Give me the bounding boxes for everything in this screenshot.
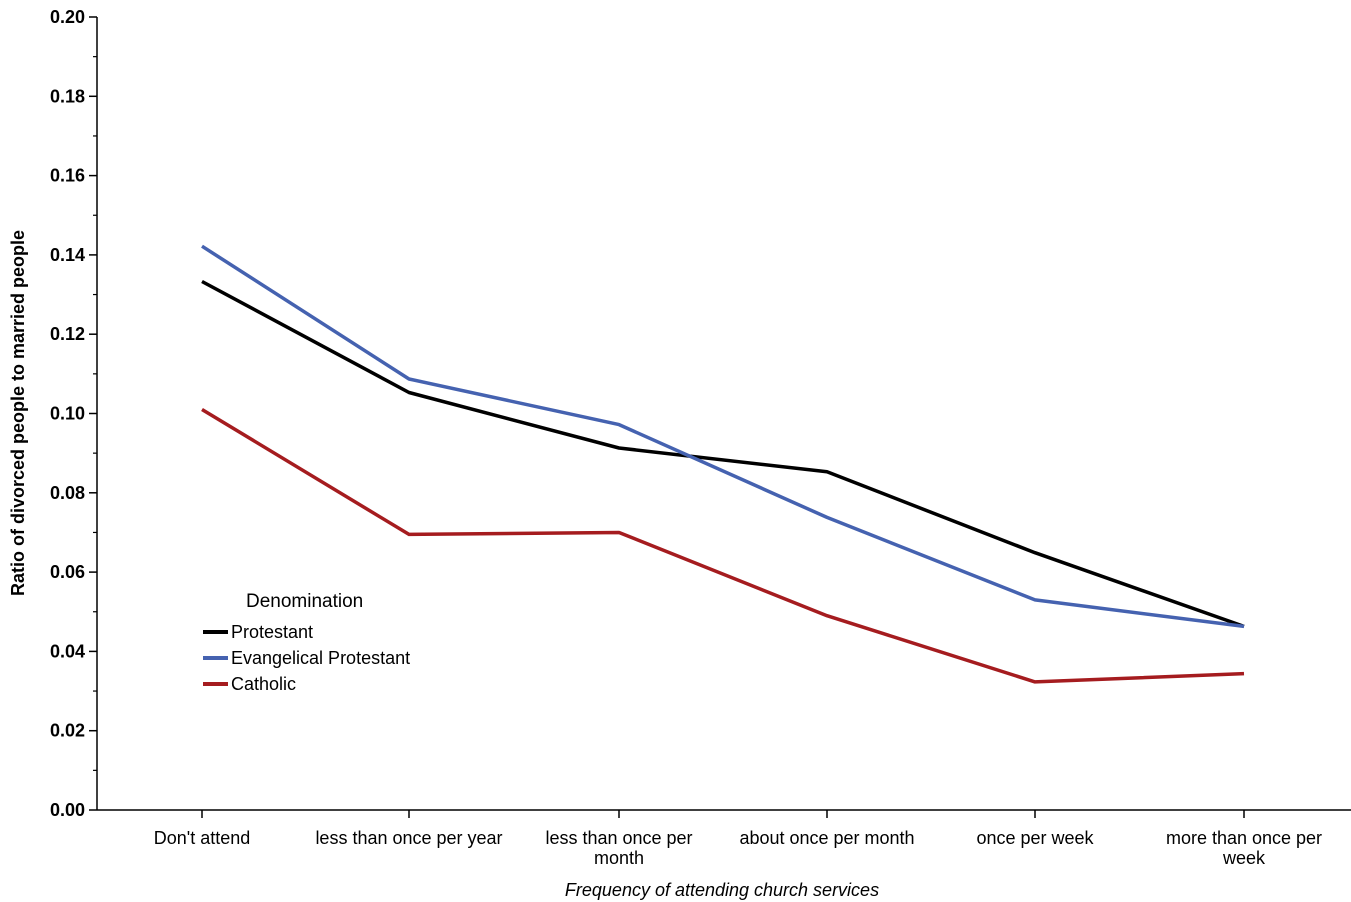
y-tick-label: 0.14 — [50, 245, 85, 265]
y-axis-title: Ratio of divorced people to married peop… — [8, 230, 28, 596]
x-tick-label: about once per month — [739, 828, 914, 848]
y-tick-label: 0.00 — [50, 800, 85, 820]
series-lines — [201, 244, 1245, 684]
y-tick-label: 0.04 — [50, 641, 85, 661]
y-tick-label: 0.20 — [50, 7, 85, 27]
y-tick-label: 0.10 — [50, 404, 85, 424]
series-line-protestant — [201, 279, 1245, 629]
legend-title: Denomination — [246, 591, 363, 612]
x-tick-label: Don't attend — [154, 828, 251, 848]
series-line-catholic — [201, 408, 1245, 684]
y-tick-label: 0.12 — [50, 324, 85, 344]
series-line-evangelical-protestant — [201, 244, 1245, 629]
y-tick-label: 0.08 — [50, 483, 85, 503]
legend-label-catholic: Catholic — [231, 674, 296, 694]
x-tick-label: once per week — [976, 828, 1094, 848]
x-tick-label: less than once per year — [315, 828, 502, 848]
legend-items: Protestant Evangelical Protestant Catholic — [203, 622, 410, 694]
x-tick-label: more than once per week — [1166, 828, 1322, 868]
x-tick-label: less than once per month — [545, 828, 692, 868]
y-axis: 0.00 0.02 0.04 0.06 0.08 0.10 0.12 0.14 0.16 0.18… — [50, 7, 98, 820]
legend-label-protestant: Protestant — [231, 622, 313, 642]
legend: Denomination Protestant Evangelical Prote… — [203, 591, 410, 694]
y-tick-label: 0.02 — [50, 721, 85, 741]
y-tick-label: 0.18 — [50, 86, 85, 106]
x-axis-title: Frequency of attending church services — [565, 880, 879, 900]
legend-label-evangelical-protestant: Evangelical Protestant — [231, 648, 410, 668]
y-tick-label: 0.16 — [50, 166, 85, 186]
x-axis: Don't attend less than once per year less … — [97, 809, 1351, 868]
y-tick-label: 0.06 — [50, 562, 85, 582]
